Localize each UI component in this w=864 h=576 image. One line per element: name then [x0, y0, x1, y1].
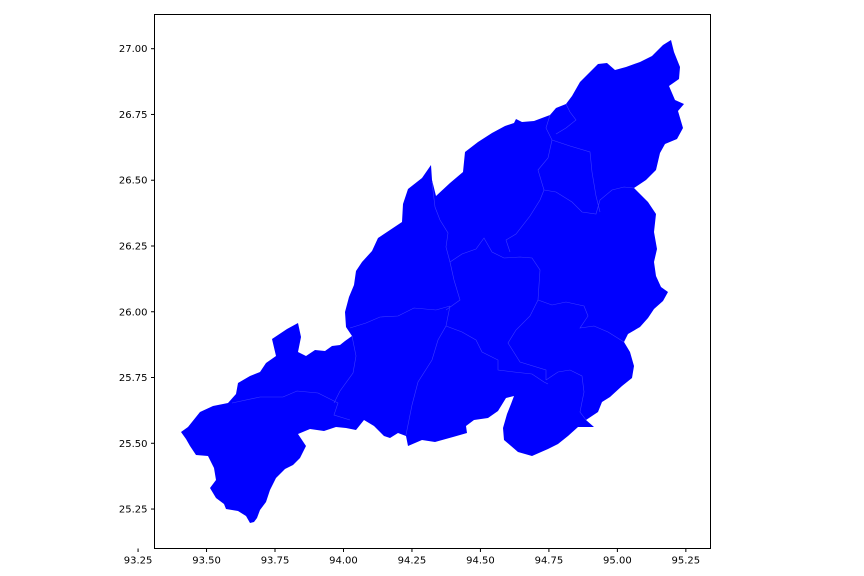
- x-tick-label: 93.75: [261, 556, 290, 567]
- y-axis: 25.25 25.50 25.75 26.00 26.25 26.50 26.75 27.00: [119, 44, 155, 516]
- district-boundary: [555, 103, 577, 135]
- district-boundary: [445, 325, 549, 385]
- x-axis: 93.25 93.50 93.75 94.00 94.25 94.50 94.75 95.00…: [124, 548, 701, 567]
- district-boundary: [333, 335, 357, 404]
- x-tick-label: 95.00: [603, 556, 632, 567]
- axes-frame: [154, 14, 711, 549]
- region-shape: [181, 40, 684, 523]
- district-boundary: [349, 305, 451, 329]
- district-boundary: [431, 181, 461, 311]
- district-boundaries: [231, 103, 635, 436]
- map-plot-area: [181, 40, 684, 523]
- x-tick-label: 94.00: [329, 556, 358, 567]
- x-tick-label: 94.25: [398, 556, 427, 567]
- y-tick-label: 26.75: [119, 110, 148, 121]
- district-boundary: [545, 369, 587, 421]
- district-boundary: [449, 237, 547, 380]
- y-tick-label: 25.50: [119, 439, 148, 450]
- y-tick-label: 26.25: [119, 241, 148, 252]
- x-tick-label: 93.25: [124, 556, 153, 567]
- x-tick-label: 94.75: [535, 556, 564, 567]
- district-boundary: [537, 299, 625, 343]
- y-tick-label: 26.50: [119, 176, 148, 187]
- district-boundary: [231, 390, 351, 421]
- x-tick-label: 94.50: [466, 556, 495, 567]
- y-tick-label: 25.25: [119, 505, 148, 516]
- x-tick-label: 93.50: [192, 556, 221, 567]
- district-boundary: [543, 186, 635, 215]
- y-tick-label: 27.00: [119, 44, 148, 55]
- y-tick-label: 26.00: [119, 307, 148, 318]
- district-boundary: [551, 139, 601, 213]
- y-tick-label: 25.75: [119, 373, 148, 384]
- x-tick-label: 95.25: [672, 556, 701, 567]
